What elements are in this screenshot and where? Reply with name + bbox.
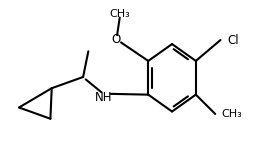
Text: CH₃: CH₃: [109, 9, 130, 18]
Text: Cl: Cl: [228, 34, 239, 46]
Text: CH₃: CH₃: [222, 109, 242, 119]
Text: NH: NH: [95, 91, 113, 104]
Text: O: O: [111, 33, 120, 46]
